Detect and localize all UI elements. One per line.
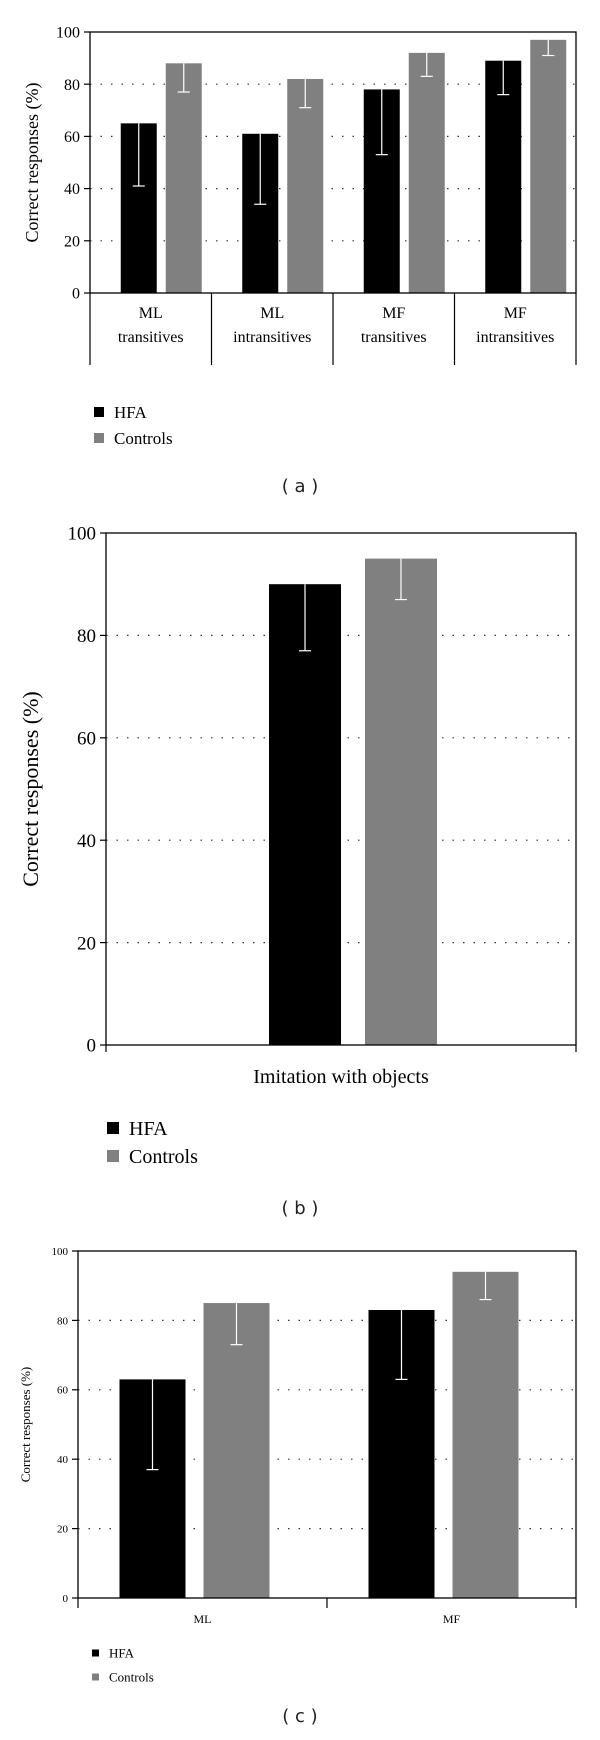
bar-controls-1 xyxy=(287,78,324,293)
legend-swatch-controls xyxy=(92,1673,99,1681)
legend-label-controls: Controls xyxy=(129,1146,198,1168)
y-tick-label-0: 0 xyxy=(87,1036,97,1057)
legend-label-hfa: HFA xyxy=(129,1118,168,1140)
bar-hfa-3 xyxy=(485,60,522,294)
y-tick-label-60: 60 xyxy=(77,728,96,749)
y-tick-label-20: 20 xyxy=(64,233,80,250)
legend-swatch-controls xyxy=(94,433,104,443)
chart-panel-b: 0 20 40 60 80 100 Correct responses (%) Imitati… xyxy=(0,515,600,1195)
caption-b: ( b ) xyxy=(281,1198,319,1219)
chart-panel-a: 0 20 40 60 80 100 Correct responses (%) ML trans… xyxy=(0,0,600,470)
caption-c: ( c ) xyxy=(282,1706,318,1727)
category-label-3-1: intransitives xyxy=(476,329,554,346)
y-axis-label: Correct responses (%) xyxy=(22,83,43,243)
legend-swatch-hfa xyxy=(92,1649,99,1657)
category-label-1-0: ML xyxy=(260,305,284,322)
category-label-3-0: MF xyxy=(504,305,527,322)
y-tick-label-20: 20 xyxy=(57,1523,69,1535)
y-tick-label-60: 60 xyxy=(57,1385,69,1397)
category-label-0-0: ML xyxy=(139,305,163,322)
caption-a: ( a ) xyxy=(281,476,319,497)
category-label-0-0: Imitation with objects xyxy=(253,1066,429,1088)
legend-label-hfa: HFA xyxy=(114,403,147,422)
y-tick-label-0: 0 xyxy=(72,286,80,303)
y-tick-label-100: 100 xyxy=(56,25,80,42)
bar-controls-1 xyxy=(452,1271,519,1598)
bar-controls-0 xyxy=(165,63,202,293)
chart-b: 0 20 40 60 80 100 Correct responses (%) Imitati… xyxy=(18,524,577,1168)
bar-controls-2 xyxy=(408,52,445,293)
y-tick-label-40: 40 xyxy=(77,831,96,852)
y-tick-label-60: 60 xyxy=(64,129,80,146)
chart-a: 0 20 40 60 80 100 Correct responses (%) ML trans… xyxy=(22,25,577,448)
legend-label-hfa: HFA xyxy=(109,1646,135,1661)
category-label-1-1: intransitives xyxy=(233,329,311,346)
category-label-1-0: MF xyxy=(443,1612,461,1626)
bar-controls-0 xyxy=(365,558,437,1045)
y-tick-label-80: 80 xyxy=(57,1315,69,1327)
chart-panel-c: 0 20 40 60 80 100 Correct responses (%) ML MF HFA… xyxy=(0,1235,600,1695)
y-tick-label-0: 0 xyxy=(63,1593,69,1605)
legend-swatch-hfa xyxy=(94,407,104,417)
y-axis-label: Correct responses (%) xyxy=(18,1367,33,1483)
category-label-0-0: ML xyxy=(194,1612,212,1626)
y-tick-label-20: 20 xyxy=(77,933,96,954)
y-tick-label-100: 100 xyxy=(52,1246,69,1258)
bar-controls-3 xyxy=(530,39,567,293)
legend-label-controls: Controls xyxy=(109,1670,154,1685)
legend-label-controls: Controls xyxy=(114,429,173,448)
y-tick-label-100: 100 xyxy=(68,524,97,545)
y-tick-label-40: 40 xyxy=(64,181,80,198)
category-label-2-0: MF xyxy=(382,305,405,322)
y-tick-label-80: 80 xyxy=(77,626,96,647)
category-label-0-1: transitives xyxy=(118,329,184,346)
y-axis-label: Correct responses (%) xyxy=(18,691,43,887)
plot-frame xyxy=(105,532,577,1046)
legend-swatch-controls xyxy=(107,1150,119,1162)
legend-swatch-hfa xyxy=(107,1122,119,1134)
bar-hfa-0 xyxy=(269,584,341,1045)
bar-controls-0 xyxy=(203,1303,270,1598)
category-label-2-1: transitives xyxy=(361,329,427,346)
y-tick-label-80: 80 xyxy=(64,77,80,94)
y-tick-label-40: 40 xyxy=(57,1454,69,1466)
chart-c: 0 20 40 60 80 100 Correct responses (%) ML MF HFA… xyxy=(18,1246,577,1685)
